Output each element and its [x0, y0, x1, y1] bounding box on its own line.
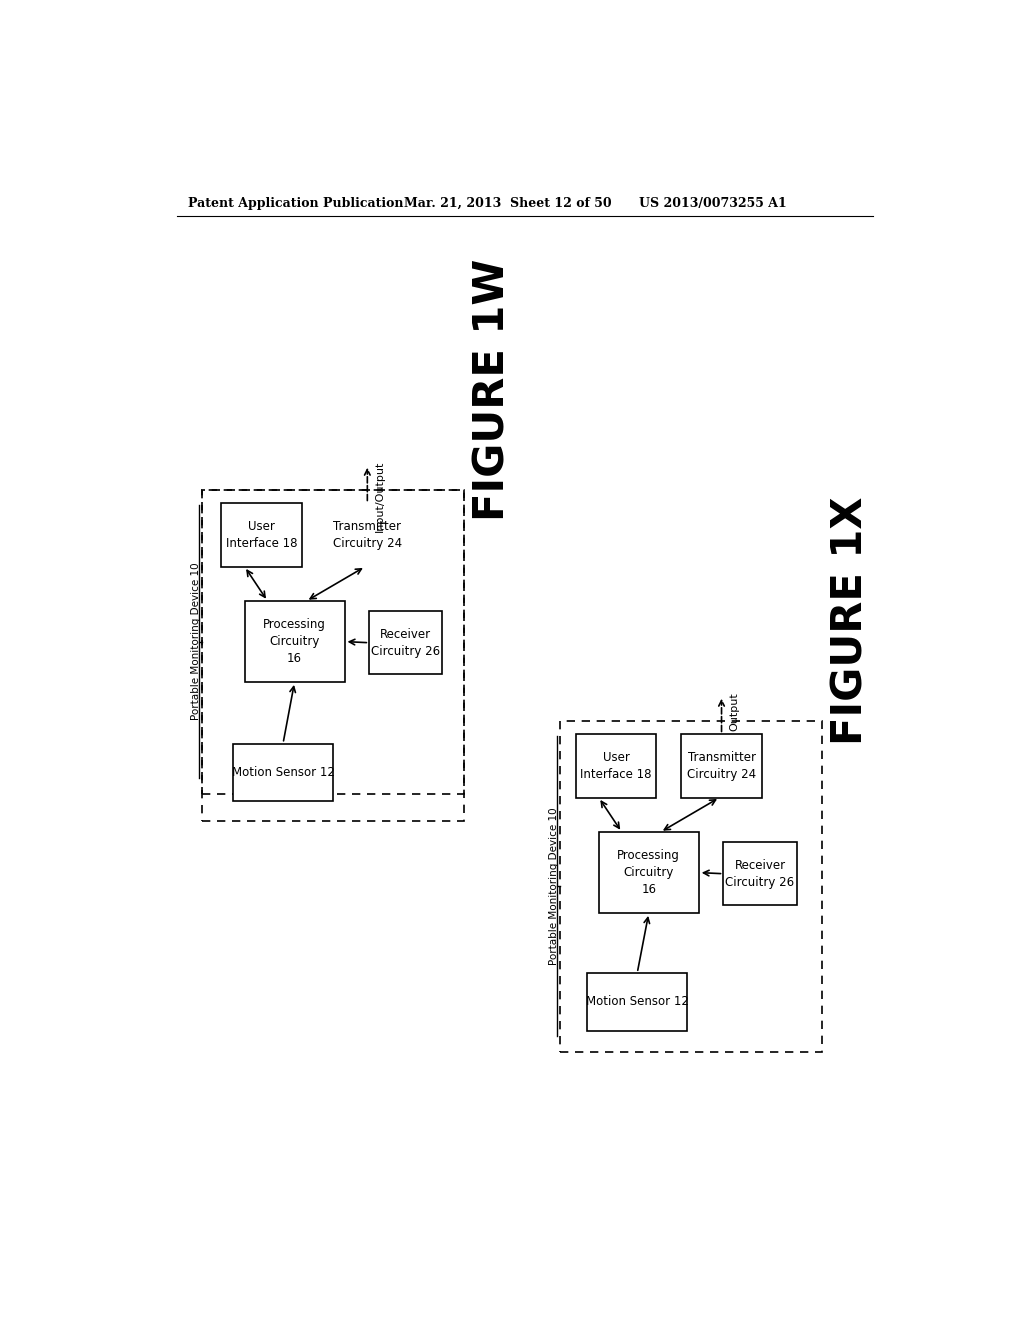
- Text: Transmitter
Circuitry 24: Transmitter Circuitry 24: [333, 520, 401, 550]
- Bar: [245, 601, 345, 682]
- Bar: [587, 973, 687, 1031]
- Text: Portable Monitoring Device 10: Portable Monitoring Device 10: [191, 562, 201, 721]
- Text: User
Interface 18: User Interface 18: [581, 751, 652, 781]
- Text: Receiver
Circuitry 26: Receiver Circuitry 26: [372, 628, 440, 657]
- Bar: [233, 743, 333, 801]
- Text: Patent Application Publication: Patent Application Publication: [188, 197, 403, 210]
- Text: Receiver
Circuitry 26: Receiver Circuitry 26: [725, 859, 795, 888]
- Bar: [681, 734, 762, 797]
- Text: User
Interface 18: User Interface 18: [226, 520, 298, 550]
- Bar: [221, 503, 302, 566]
- Bar: [370, 611, 442, 675]
- Bar: [202, 490, 464, 821]
- Bar: [202, 490, 464, 793]
- Bar: [560, 721, 822, 1052]
- Text: Processing
Circuitry
16: Processing Circuitry 16: [263, 618, 326, 665]
- Text: Output: Output: [729, 692, 739, 731]
- Bar: [575, 734, 656, 797]
- Bar: [724, 842, 797, 906]
- Text: Motion Sensor 12: Motion Sensor 12: [231, 766, 335, 779]
- Text: FIGURE 1X: FIGURE 1X: [829, 496, 871, 744]
- Text: Input/Output: Input/Output: [375, 461, 385, 532]
- Text: Motion Sensor 12: Motion Sensor 12: [586, 995, 689, 1008]
- Text: Portable Monitoring Device 10: Portable Monitoring Device 10: [549, 808, 559, 965]
- Text: FIGURE 1W: FIGURE 1W: [471, 259, 513, 520]
- Bar: [599, 832, 698, 913]
- Text: Processing
Circuitry
16: Processing Circuitry 16: [617, 849, 680, 896]
- Text: Transmitter
Circuitry 24: Transmitter Circuitry 24: [687, 751, 756, 781]
- Text: Mar. 21, 2013  Sheet 12 of 50: Mar. 21, 2013 Sheet 12 of 50: [403, 197, 611, 210]
- Text: US 2013/0073255 A1: US 2013/0073255 A1: [639, 197, 786, 210]
